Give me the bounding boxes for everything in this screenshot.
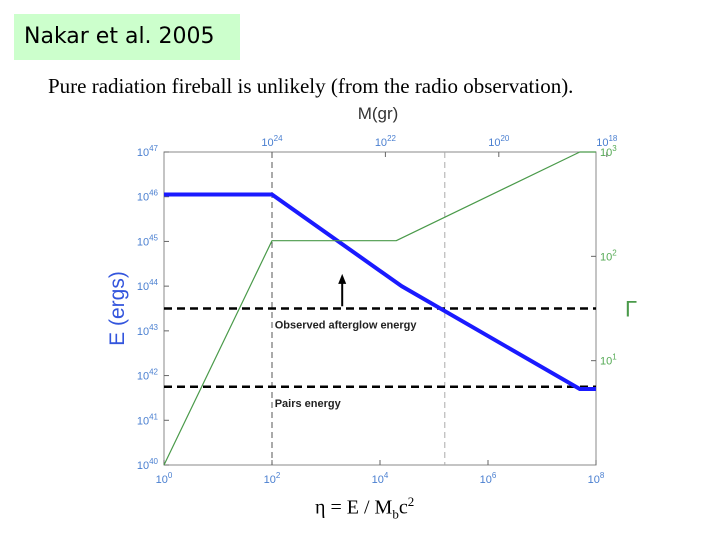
y-tick-label-2: 1042 <box>137 368 159 383</box>
slide-subtitle: Pure radiation fireball is unlikely (fro… <box>48 74 574 98</box>
x-tick-label-0: 100 <box>156 471 173 486</box>
y-axis-label: E (ergs) <box>106 271 129 346</box>
top-tick-label-1: 1022 <box>375 134 397 149</box>
series-line-1 <box>163 151 596 466</box>
y2-axis-label: Γ <box>625 297 637 322</box>
formula-c: c <box>398 496 408 519</box>
formula-eta: η <box>315 496 326 519</box>
hline-label-1: Pairs energy <box>275 398 342 410</box>
x-tick-label-1: 102 <box>264 471 281 486</box>
y-tick-label-6: 1046 <box>137 189 159 204</box>
hline-label-0: Observed afterglow energy <box>275 320 418 332</box>
top-tick-label-0: 1024 <box>261 134 283 149</box>
citation-tag: Nakar et al. 2005 <box>14 14 240 60</box>
top-tick-label-2: 1020 <box>488 134 510 149</box>
x-tick-label-4: 108 <box>588 471 605 486</box>
series-line-0 <box>164 192 596 391</box>
top-tick-label-3: 1018 <box>596 134 618 149</box>
top-axis-label: M(gr) <box>358 104 399 123</box>
formula-sub: b <box>392 506 399 522</box>
y-tick-label-1: 1041 <box>137 412 159 427</box>
x-tick-label-2: 104 <box>372 471 389 486</box>
y2-tick-label-2: 103 <box>600 144 617 159</box>
formula-sup: 2 <box>407 494 415 509</box>
y-tick-label-5: 1045 <box>137 233 159 248</box>
x-tick-label-3: 106 <box>480 471 497 486</box>
y-tick-label-4: 1044 <box>137 278 159 293</box>
y-tick-label-7: 1047 <box>137 144 159 159</box>
y2-tick-label-1: 102 <box>600 248 617 263</box>
arrow-head <box>338 273 347 284</box>
y-tick-label-0: 1040 <box>137 457 159 472</box>
y-tick-label-3: 1043 <box>137 323 159 338</box>
x-axis-formula: η = E / Mbc2 <box>315 494 414 523</box>
formula-eq: = E / M <box>325 496 393 519</box>
y2-tick-label-0: 101 <box>600 353 617 368</box>
